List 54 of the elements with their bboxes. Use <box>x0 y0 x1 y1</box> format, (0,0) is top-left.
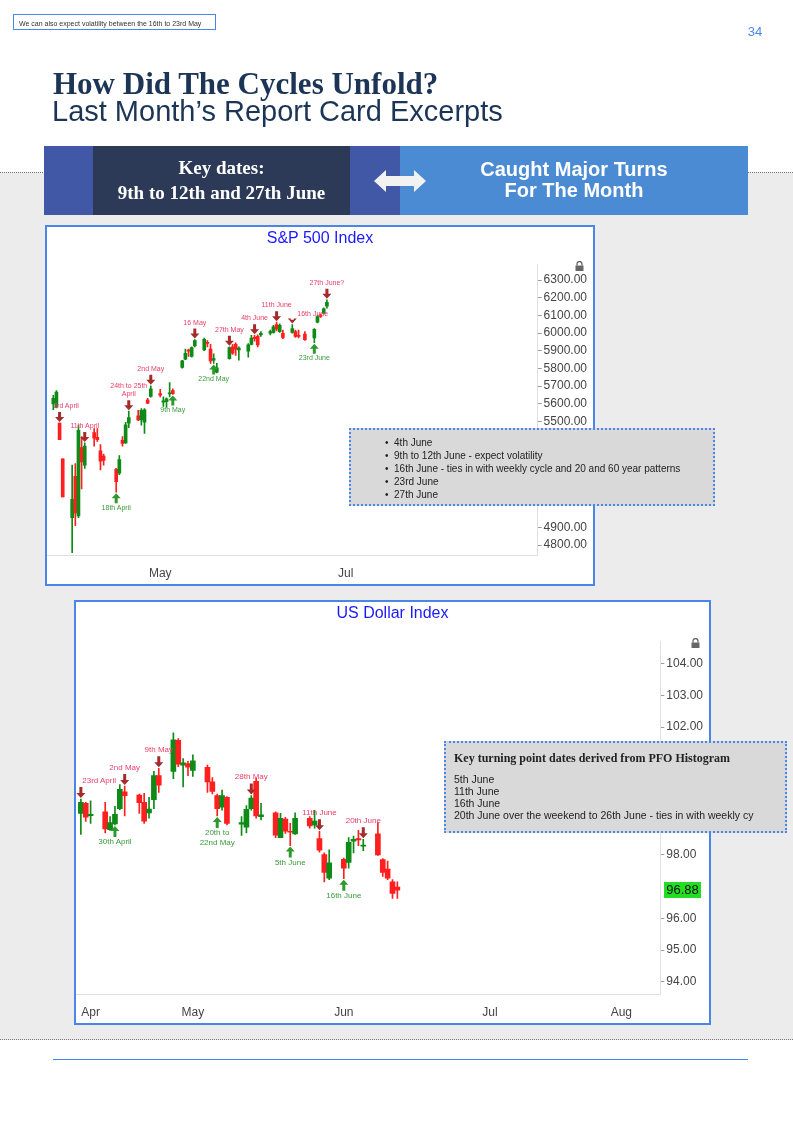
y-tick-label: 5600.00 <box>543 396 588 411</box>
candlestick <box>70 464 74 553</box>
y-tick-label: 6100.00 <box>543 307 588 322</box>
text: Caught Major Turns For The Month <box>400 146 748 215</box>
annotation: 5th June <box>274 857 307 867</box>
text: Key dates: 9th to 12th and 27th June <box>93 146 350 215</box>
annotation: 11th June <box>454 785 501 797</box>
y-tick-label: 5900.00 <box>543 343 588 358</box>
annotation: 23rd April <box>82 775 117 785</box>
x-tick-label: May <box>181 1005 205 1020</box>
candlestick <box>95 428 100 442</box>
candlestick <box>258 802 264 821</box>
annotation: • 23rd June <box>384 475 440 488</box>
annotation: 2nd May <box>109 762 141 772</box>
annotation: 20th June <box>345 815 382 825</box>
y-tick-label: 94.00 <box>666 974 697 989</box>
annotation: • 27th June <box>384 488 439 501</box>
y-tick-label: 6000.00 <box>543 325 588 340</box>
annotation: • 9th to 12th June - expect volatility <box>384 449 544 462</box>
x-tick-label: Apr <box>81 1005 100 1020</box>
y-tick-label: 6200.00 <box>543 290 588 305</box>
y-tick-label: 103.00 <box>666 687 704 702</box>
x-tick-label: Aug <box>610 1005 633 1020</box>
text: 96.88 <box>664 882 701 899</box>
annotation: 28th May <box>234 772 268 782</box>
y-tick-label: 6300.00 <box>543 272 588 287</box>
annotation: 5th June <box>454 773 496 785</box>
text: 34 <box>746 24 764 39</box>
y-tick-label: 96.00 <box>666 910 697 925</box>
y-tick-label: 4900.00 <box>543 519 588 534</box>
candlestick <box>360 838 367 852</box>
y-tick-label: 95.00 <box>666 942 697 957</box>
x-tick-label: Jul <box>338 566 354 581</box>
y-tick-label: 104.00 <box>666 655 704 670</box>
annotation: • 16th June - ties in with weekly cycle and 20 and 60 year patterns <box>384 462 682 475</box>
y-tick-label: 102.00 <box>666 719 704 734</box>
x-tick-label: Jun <box>334 1005 354 1020</box>
annotation: 16th June <box>326 890 362 900</box>
candlestick <box>180 758 186 788</box>
annotation: Key turning point dates derived from PFO Histogram <box>454 751 732 766</box>
annotation: • 4th June <box>384 436 434 449</box>
annotation: 16th June <box>454 797 502 809</box>
y-tick-label: 5800.00 <box>543 360 588 375</box>
annotation: 20th to 22nd May <box>199 828 235 847</box>
y-tick-label: 98.00 <box>666 846 697 861</box>
chart-title: S&P 500 Index <box>265 229 375 247</box>
y-tick-label: 5500.00 <box>543 413 588 428</box>
x-tick-label: May <box>148 566 172 581</box>
annotation: 20th June over the weekend to 26th June - ties in with weekly cy <box>454 809 755 821</box>
annotation: 30th April <box>98 837 132 847</box>
chart-title: US Dollar Index <box>335 604 450 622</box>
y-tick-label: 5700.00 <box>543 378 588 393</box>
y-tick-label: 4800.00 <box>543 537 588 552</box>
x-tick-label: Jul <box>482 1005 498 1020</box>
